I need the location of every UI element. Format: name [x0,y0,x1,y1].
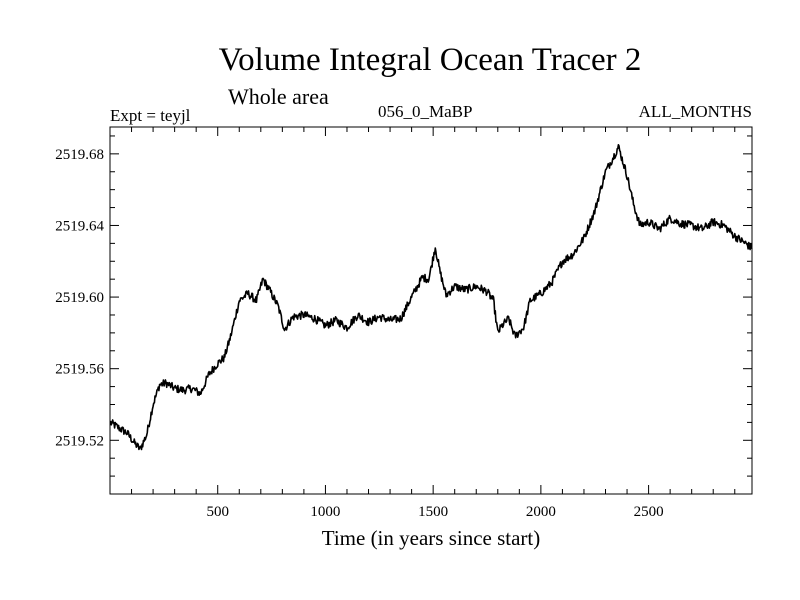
y-tick-label: 2519.60 [55,290,104,306]
chart-subtitle: Whole area [228,84,329,109]
y-tick-label: 2519.56 [55,362,104,378]
series-line [109,144,753,451]
months-label: ALL_MONTHS [638,102,752,121]
x-axis-label: Time (in years since start) [322,526,541,550]
y-tick-label: 2519.52 [55,433,104,449]
x-tick-label: 1500 [418,504,448,520]
x-tick-label: 1000 [310,504,340,520]
x-axis: 500 1000 1500 2000 2500 [131,127,736,520]
y-tick-label: 2519.68 [55,147,104,163]
x-tick-label: 2000 [526,504,556,520]
experiment-label: Expt = teyjl [110,106,191,125]
run-label: 056_0_MaBP [378,102,473,121]
y-axis: 2519.52 2519.56 2519.60 2519.64 2519.68 [55,135,752,477]
chart-title: Volume Integral Ocean Tracer 2 [218,42,642,78]
plot-frame [109,126,753,495]
x-tick-label: 2500 [634,504,664,520]
x-tick-label: 500 [206,504,229,520]
y-tick-label: 2519.64 [55,218,104,234]
